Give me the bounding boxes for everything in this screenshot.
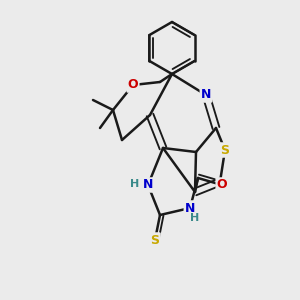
- Text: S: S: [151, 233, 160, 247]
- Text: N: N: [185, 202, 195, 214]
- Text: H: H: [130, 179, 140, 189]
- Text: N: N: [201, 88, 211, 101]
- Text: H: H: [190, 213, 200, 223]
- Text: N: N: [143, 178, 153, 191]
- Text: O: O: [128, 79, 138, 92]
- Text: S: S: [220, 143, 230, 157]
- Text: O: O: [217, 178, 227, 191]
